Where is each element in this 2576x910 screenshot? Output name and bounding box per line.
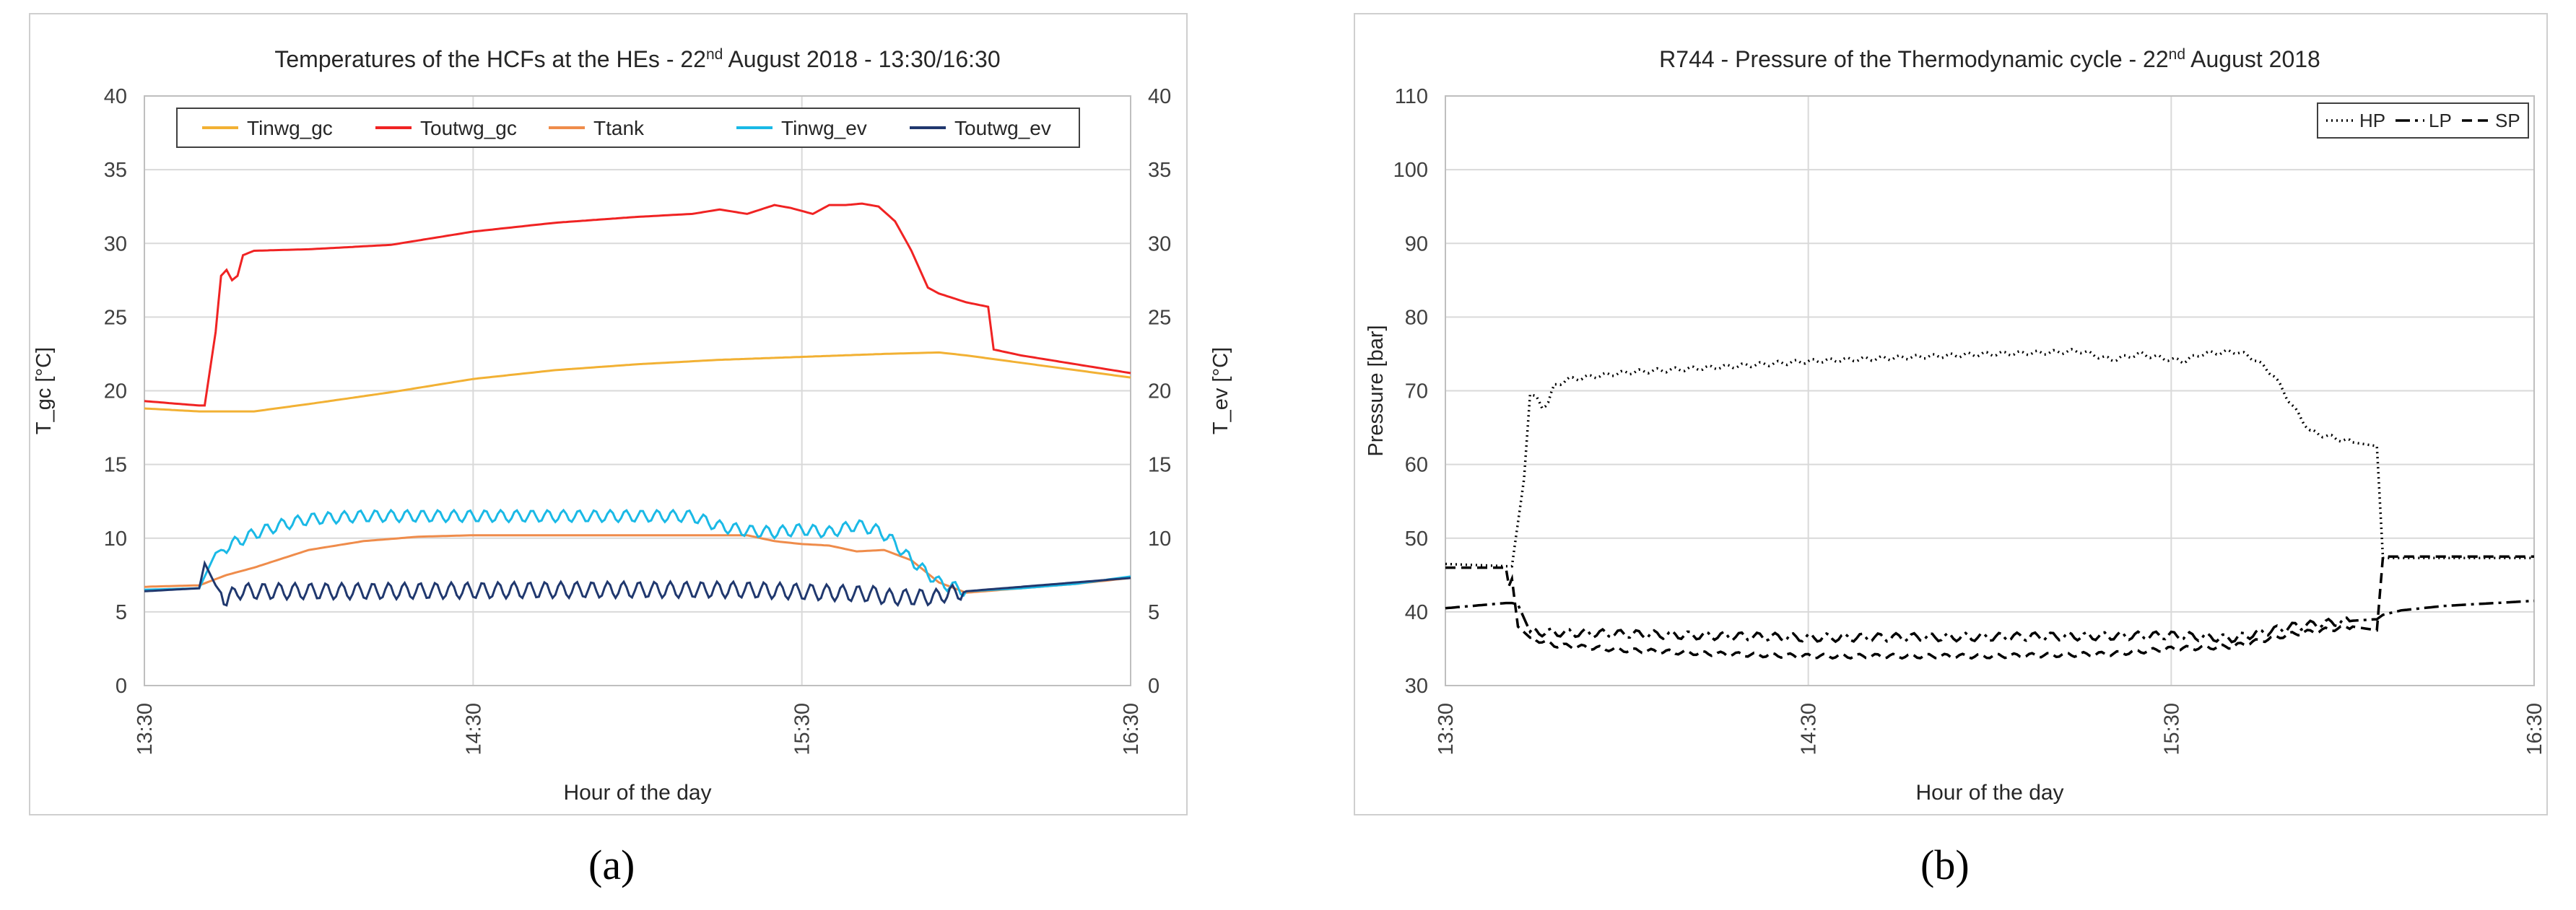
chart-a-ytick-label-2: 10 xyxy=(104,528,127,551)
chart-a-series-toutwg-ev xyxy=(144,560,1131,608)
chart-a-title-sup: nd xyxy=(706,46,723,63)
chart-b-title-sup: nd xyxy=(2169,46,2185,63)
chart-b-ytick-label-7: 100 xyxy=(1393,159,1428,182)
chart-b-xtick-label-2: 15:30 xyxy=(2160,703,2183,756)
chart-b-xtick-label-3: 16:30 xyxy=(2523,703,2546,756)
chart-a-ytick-label-8: 40 xyxy=(104,85,127,108)
chart-b-xtick-label-0: 13:30 xyxy=(1435,703,1458,756)
chart-a-ytick-label-7: 35 xyxy=(104,159,127,182)
chart-b-legend-label-0: HP xyxy=(2359,110,2385,131)
chart-a-plot-frame xyxy=(144,95,1131,686)
chart-a-legend-label-2: Ttank xyxy=(593,117,645,139)
chart-b-series-sp xyxy=(1445,555,2534,660)
chart-a: 0 0 5 5 10 10 15 15 20 20 25 25 30 30 35 35 40 40 13:30 14:… xyxy=(32,46,1232,805)
chart-b-xtick-label-1: 14:30 xyxy=(1798,703,1821,756)
panel-b-frame xyxy=(1354,13,2548,815)
chart-a-series-toutwg-gc xyxy=(144,202,1131,407)
chart-b-title-main: R744 - Pressure of the Thermodynamic cyc… xyxy=(1659,46,2168,72)
chart-a-ytick-right-label-4: 20 xyxy=(1148,380,1171,403)
chart-a-series-tinwg-gc xyxy=(144,351,1131,413)
chart-a-legend-label-0: Tinwg_gc xyxy=(247,117,333,139)
chart-a-ytick-right-label-2: 10 xyxy=(1148,528,1171,551)
chart-a-title-rest: August 2018 - 13:30/16:30 xyxy=(723,46,1000,72)
chart-a-ytick-right-label-3: 15 xyxy=(1148,454,1171,477)
chart-a-ytick-right-label-8: 40 xyxy=(1148,85,1171,108)
chart-a-ytick-label-1: 5 xyxy=(116,601,127,624)
chart-b-title: R744 - Pressure of the Thermodynamic cyc… xyxy=(1659,46,2320,73)
chart-b-ytick-label-3: 60 xyxy=(1405,454,1428,477)
chart-b-xlabel: Hour of the day xyxy=(1915,781,2063,805)
chart-b-legend-label-2: SP xyxy=(2495,110,2520,131)
chart-a-xtick-label-0: 13:30 xyxy=(134,703,157,756)
chart-a-ytick-label-0: 0 xyxy=(116,675,127,698)
chart-a-xlabel: Hour of the day xyxy=(563,781,711,805)
chart-b-ytick-label-0: 30 xyxy=(1405,675,1428,698)
chart-a-ytick-right-label-0: 0 xyxy=(1148,675,1159,698)
chart-a-title-main: Temperatures of the HCFs at the HEs - 22 xyxy=(274,46,706,72)
chart-a-ylabel: T_gc [°C] xyxy=(32,347,56,434)
chart-b-ytick-label-8: 110 xyxy=(1395,85,1428,108)
chart-a-xtick-label-3: 16:30 xyxy=(1120,703,1143,756)
chart-a-ytick-label-6: 30 xyxy=(104,232,127,255)
chart-a-ytick-right-label-1: 5 xyxy=(1148,601,1159,624)
chart-a-ytick-label-4: 20 xyxy=(104,380,127,403)
chart-a-legend-label-4: Toutwg_ev xyxy=(954,117,1051,139)
chart-a-title: Temperatures of the HCFs at the HEs - 22… xyxy=(274,46,1000,73)
chart-b-ytick-label-5: 80 xyxy=(1405,306,1428,329)
chart-b-ytick-label-4: 70 xyxy=(1405,380,1428,403)
chart-a-xtick-label-2: 15:30 xyxy=(791,703,814,756)
chart-b-ytick-label-2: 50 xyxy=(1405,528,1428,551)
chart-a-ytick-right-label-5: 25 xyxy=(1148,306,1171,329)
chart-b-series-lp xyxy=(1445,599,2535,644)
chart-a-legend-label-3: Tinwg_ev xyxy=(781,117,867,139)
chart-b-title-rest: August 2018 xyxy=(2185,46,2320,72)
chart-b-ylabel: Pressure [bar] xyxy=(1365,325,1388,456)
chart-a-ytick-label-5: 25 xyxy=(104,306,127,329)
chart-b-legend-label-1: LP xyxy=(2429,110,2452,131)
chart-b-series-hp xyxy=(1445,348,2534,568)
chart-a-xtick-label-1: 14:30 xyxy=(462,703,485,756)
chart-a-ytick-label-3: 15 xyxy=(104,454,127,477)
caption-a: (a) xyxy=(588,841,635,888)
chart-b-ytick-label-6: 90 xyxy=(1405,232,1428,255)
caption-b: (b) xyxy=(1920,841,1970,888)
chart-a-ytick-right-label-7: 35 xyxy=(1148,159,1171,182)
chart-a-ytick-right-label-6: 30 xyxy=(1148,232,1171,255)
chart-b-plot-frame xyxy=(1445,95,2535,686)
chart-a-legend-label-1: Toutwg_gc xyxy=(420,117,517,139)
chart-b: 30 40 50 60 70 80 90 100 110 13:30 14:30 15:30 16:30… xyxy=(1365,46,2546,805)
chart-a-ylabel-right: T_ev [°C] xyxy=(1209,347,1232,434)
chart-b-ytick-label-1: 40 xyxy=(1405,601,1428,624)
